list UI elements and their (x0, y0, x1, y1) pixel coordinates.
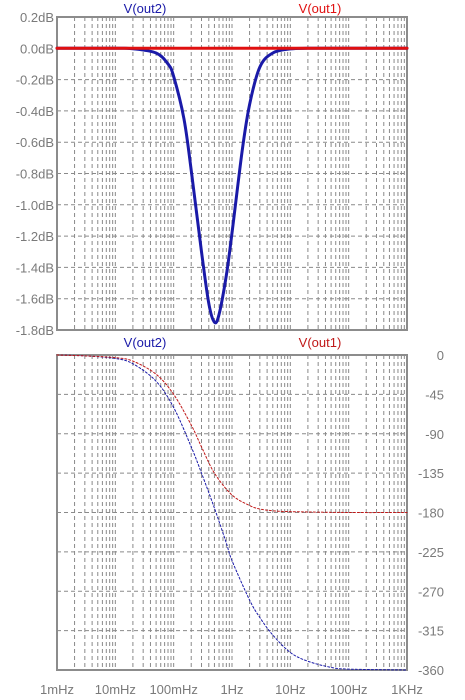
y-tick-label: 0.2dB (20, 10, 54, 25)
y-tick-label: -1.6dB (16, 292, 54, 307)
y-tick-label: -0.2dB (16, 73, 54, 88)
magnitude-horizontal-grid (57, 47, 407, 300)
magnitude-series-group (55, 46, 409, 325)
y-tick-label: -90 (425, 427, 444, 442)
y-tick-label: -0.6dB (16, 135, 54, 150)
phase-legend-out1: V(out1) (299, 335, 342, 350)
phase-y-tick-labels: 0 -45 -90 -135 -180 -225 -270 -315 -360 (418, 348, 444, 678)
magnitude-legend-out1: V(out1) (299, 1, 342, 16)
phase-legend-out2: V(out2) (124, 335, 167, 350)
y-tick-label: -1.2dB (16, 229, 54, 244)
y-tick-label: 0 (437, 348, 444, 363)
y-tick-label: -1.0dB (16, 198, 54, 213)
phase-series-group (56, 354, 408, 671)
magnitude-y-tick-labels: 0.2dB 0.0dB -0.2dB -0.4dB -0.6dB -0.8dB -1.0dB… (16, 10, 54, 338)
y-tick-label: -315 (418, 624, 444, 639)
y-tick-label: -45 (425, 387, 444, 402)
phase-horizontal-grid (57, 393, 407, 632)
magnitude-panel: 0.2dB 0.0dB -0.2dB -0.4dB -0.6dB -0.8dB -1.0dB… (16, 1, 409, 338)
y-tick-label: -360 (418, 663, 444, 678)
y-tick-label: -0.4dB (16, 104, 54, 119)
series-line-vout2 (56, 354, 408, 671)
magnitude-frame (56, 16, 408, 331)
y-tick-label: -0.8dB (16, 167, 54, 182)
x-tick-label: 10Hz (275, 682, 305, 697)
x-tick-label: 1Hz (220, 682, 243, 697)
frequency-x-tick-labels: 1mHz 10mHz 100mHz 1Hz 10Hz 100Hz 1KHz (40, 682, 423, 697)
y-tick-label: -1.4dB (16, 260, 54, 275)
y-tick-label: -1.8dB (16, 323, 54, 338)
series-line-vout1 (56, 354, 408, 514)
y-tick-label: -135 (418, 466, 444, 481)
x-tick-label: 100Hz (330, 682, 368, 697)
phase-panel: 0 -45 -90 -135 -180 -225 -270 -315 -360 1mHz 10mH… (40, 335, 444, 697)
magnitude-legend-out2: V(out2) (124, 1, 167, 16)
y-tick-label: -225 (418, 545, 444, 560)
y-tick-label: 0.0dB (20, 41, 54, 56)
x-tick-label: 1KHz (391, 682, 423, 697)
x-tick-label: 1mHz (40, 682, 74, 697)
x-tick-label: 100mHz (149, 682, 197, 697)
y-tick-label: -180 (418, 506, 444, 521)
y-tick-label: -270 (418, 584, 444, 599)
x-tick-label: 10mHz (95, 682, 136, 697)
